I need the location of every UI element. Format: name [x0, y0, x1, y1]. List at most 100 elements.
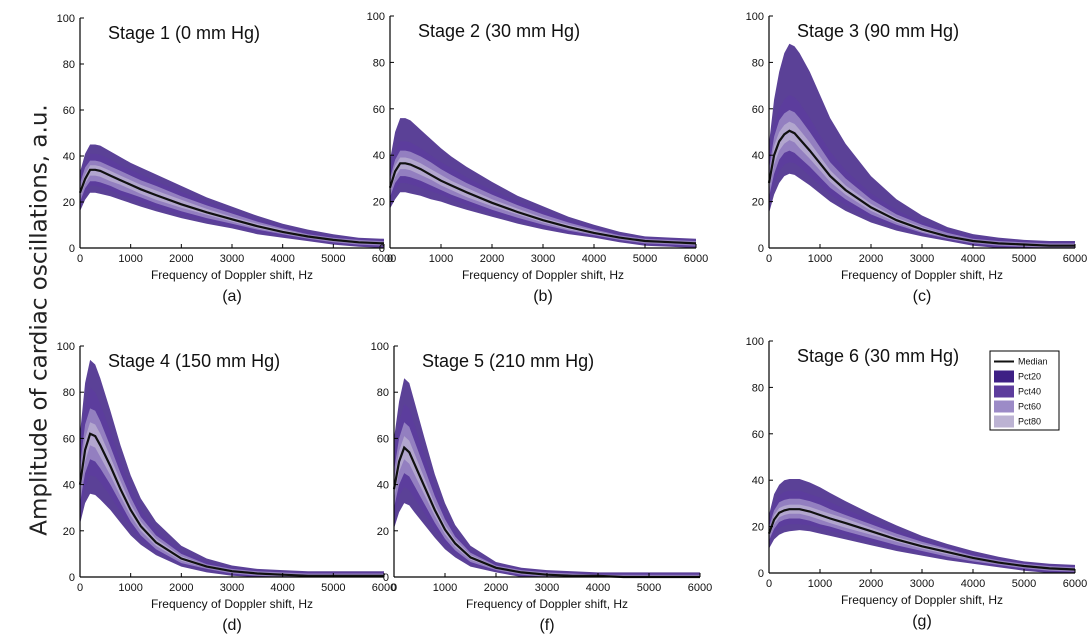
band-pct20 [80, 165, 384, 245]
y-tick-label: 60 [373, 104, 385, 116]
x-axis-label: Frequency of Doppler shift, Hz [462, 268, 624, 282]
x-axis-label: Frequency of Doppler shift, Hz [151, 597, 313, 611]
y-axis-label: Amplitude of cardiac oscillations, a.u. [27, 104, 53, 535]
panel-label: (f) [539, 617, 554, 634]
legend-swatch [994, 370, 1014, 383]
y-tick-label: 40 [63, 151, 75, 163]
legend-entry: Pct80 [1018, 417, 1041, 427]
legend-entry: Median [1018, 357, 1048, 367]
panel-label: (a) [222, 288, 242, 305]
y-tick-label: 60 [752, 429, 764, 441]
y-tick-label: 0 [69, 243, 75, 255]
median-line [78, 168, 385, 245]
x-tick-label: 1000 [429, 253, 453, 265]
x-axis-label: Frequency of Doppler shift, Hz [841, 268, 1003, 282]
y-tick-label: 20 [752, 197, 764, 209]
x-tick-label: 6000 [1063, 253, 1087, 265]
panel-title: Stage 1 (0 mm Hg) [108, 23, 260, 43]
y-tick-label: 100 [57, 341, 75, 353]
panel-title: Stage 5 (210 mm Hg) [422, 351, 594, 371]
x-tick-label: 4000 [586, 582, 610, 594]
panel-title: Stage 2 (30 mm Hg) [418, 21, 580, 41]
y-tick-label: 80 [377, 387, 389, 399]
band-pct80 [394, 378, 700, 577]
x-tick-label: 0 [766, 253, 772, 265]
x-tick-label: 5000 [321, 253, 345, 265]
x-tick-label: 3000 [220, 253, 244, 265]
panel-title: Stage 4 (150 mm Hg) [108, 351, 280, 371]
x-tick-label: 6000 [1063, 578, 1087, 590]
y-tick-label: 0 [379, 243, 385, 255]
x-tick-label: 2000 [484, 582, 508, 594]
x-tick-label: 1000 [118, 582, 142, 594]
y-tick-label: 80 [373, 57, 385, 69]
x-tick-label: 4000 [961, 253, 985, 265]
legend-entry: Pct40 [1018, 387, 1041, 397]
y-tick-label: 0 [69, 572, 75, 584]
y-tick-label: 20 [63, 526, 75, 538]
x-tick-label: 2000 [859, 578, 883, 590]
y-tick-label: 100 [371, 341, 389, 353]
band-pct20 [769, 121, 1075, 247]
y-tick-label: 20 [373, 197, 385, 209]
x-tick-label: 0 [387, 253, 393, 265]
y-tick-label: 100 [746, 336, 764, 348]
x-tick-label: 2000 [859, 253, 883, 265]
panel-title: Stage 3 (90 mm Hg) [797, 21, 959, 41]
band-pct40 [390, 150, 696, 246]
y-tick-label: 100 [367, 11, 385, 23]
panel-label: (c) [913, 288, 932, 305]
x-tick-label: 0 [77, 582, 83, 594]
x-tick-label: 3000 [220, 582, 244, 594]
x-tick-label: 5000 [637, 582, 661, 594]
legend-swatch [994, 400, 1014, 413]
x-tick-label: 5000 [633, 253, 657, 265]
x-tick-label: 6000 [688, 582, 712, 594]
y-tick-label: 80 [63, 59, 75, 71]
y-tick-label: 40 [752, 475, 764, 487]
x-tick-label: 1000 [808, 578, 832, 590]
x-axis-label: Frequency of Doppler shift, Hz [151, 268, 313, 282]
x-tick-label: 2000 [169, 582, 193, 594]
band-pct80 [769, 479, 1075, 573]
band-pct40 [769, 498, 1075, 572]
band-pct60 [80, 153, 384, 247]
y-tick-label: 100 [57, 13, 75, 25]
x-tick-label: 6000 [684, 253, 708, 265]
median-line [388, 162, 697, 245]
x-tick-label: 1000 [118, 253, 142, 265]
x-tick-label: 0 [766, 578, 772, 590]
x-tick-label: 2000 [480, 253, 504, 265]
x-tick-label: 0 [77, 253, 83, 265]
panel-label: (g) [912, 613, 932, 630]
median-line [767, 129, 1075, 247]
panel-title: Stage 6 (30 mm Hg) [797, 346, 959, 366]
x-tick-label: 3000 [910, 253, 934, 265]
y-tick-label: 40 [752, 150, 764, 162]
band-pct40 [80, 160, 384, 246]
x-tick-label: 5000 [321, 582, 345, 594]
x-tick-label: 5000 [1012, 253, 1036, 265]
x-tick-label: 2000 [169, 253, 193, 265]
x-tick-label: 3000 [531, 253, 555, 265]
band-pct60 [769, 490, 1075, 573]
panel-label: (b) [533, 288, 553, 305]
y-tick-label: 0 [758, 243, 764, 255]
y-tick-label: 0 [758, 568, 764, 580]
band-pct20 [769, 504, 1075, 571]
panel-label: (d) [222, 617, 242, 634]
x-tick-label: 3000 [910, 578, 934, 590]
x-tick-label: 5000 [1012, 578, 1036, 590]
x-tick-label: 1000 [808, 253, 832, 265]
band-pct20 [390, 157, 696, 245]
y-tick-label: 40 [373, 150, 385, 162]
x-tick-label: 4000 [270, 253, 294, 265]
y-tick-label: 40 [377, 480, 389, 492]
y-tick-label: 80 [63, 387, 75, 399]
y-tick-label: 20 [63, 197, 75, 209]
legend-swatch [994, 415, 1014, 428]
